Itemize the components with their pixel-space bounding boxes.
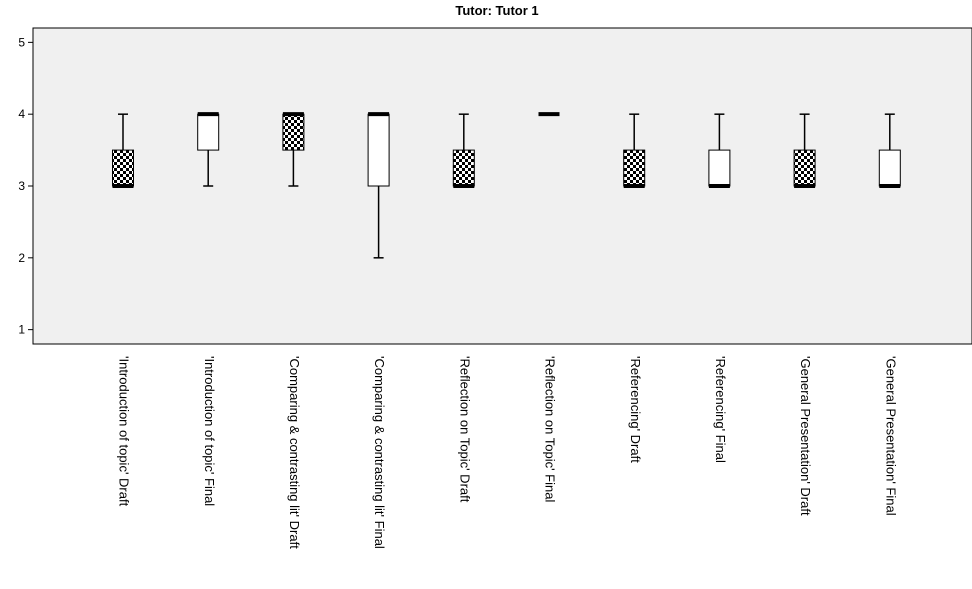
box-iqr [367,113,390,187]
box-item [112,113,134,188]
x-axis-labels: 'Introduction of topic' Draft 'Introducti… [117,356,899,549]
box-series [112,112,901,259]
x-tick-label: 'Introduction of topic' Draft [117,356,132,507]
plot-area [32,27,972,345]
box-item [878,113,901,188]
box-item [452,113,475,188]
x-tick-label: 'Referencing' Draft [628,356,643,463]
box-iqr [282,113,305,151]
box-item [623,113,646,188]
box-iqr [197,113,220,151]
y-tick-label: 5 [18,35,25,49]
x-tick-label: 'Reflection on Topic' Final [543,356,558,502]
x-tick-label: 'Comparing & contrasting lit' Draft [287,356,302,549]
box-iqr [623,149,646,187]
y-tick-label: 4 [18,107,25,121]
x-tick-label: 'Reflection on Topic' Draft [457,356,472,503]
x-tick-label: 'General Presentation' Draft [798,356,813,516]
box-item [282,112,305,187]
x-tick-label: 'Introduction of topic' Final [202,356,217,506]
box-item [708,113,731,188]
box-iqr [452,149,475,187]
box-iqr [708,149,731,187]
box-item [197,112,220,187]
y-tick-label: 2 [18,251,25,265]
box-iqr [793,149,816,187]
y-tick-label: 3 [18,179,25,193]
box-iqr [112,149,134,187]
box-item [793,113,816,188]
box-item [367,112,390,259]
x-tick-label: 'Referencing' Final [713,356,728,463]
y-tick-label: 1 [18,323,25,337]
chart-title: Tutor: Tutor 1 [455,3,538,18]
x-tick-label: 'General Presentation' Final [883,356,898,516]
x-tick-label: 'Comparing & contrasting lit' Final [372,356,387,549]
box-iqr [878,149,901,187]
y-axis: 1 2 3 4 5 [18,35,33,337]
